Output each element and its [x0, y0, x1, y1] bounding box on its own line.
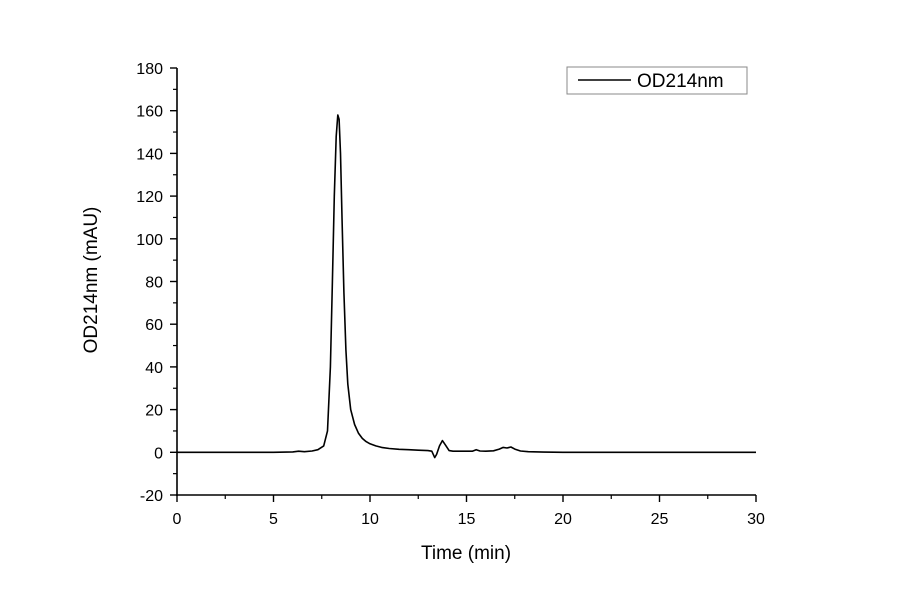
y-tick-label: 160 [136, 104, 163, 121]
x-axis-title: Time (min) [421, 543, 511, 564]
y-tick-label: 140 [136, 146, 163, 163]
y-tick-label: 100 [136, 232, 163, 249]
y-tick-label: 180 [136, 61, 163, 78]
x-axis: 0 5 10 15 20 25 30 [173, 494, 765, 528]
x-tick-label: 15 [458, 511, 476, 528]
legend-label: OD214nm [637, 71, 724, 92]
plot-area [177, 114, 756, 459]
x-tick-label: 5 [269, 511, 278, 528]
y-tick-label: 120 [136, 189, 163, 206]
y-tick-label: 40 [145, 360, 163, 377]
y-tick-label: 20 [145, 403, 163, 420]
legend: OD214nm [566, 66, 748, 95]
x-tick-label: 0 [173, 511, 182, 528]
x-tick-label: 30 [747, 511, 765, 528]
y-axis-title: OD214nm (mAU) [81, 207, 102, 354]
y-axis: -20 0 20 40 60 80 100 120 140 160 180 [136, 61, 178, 505]
y-tick-label: 80 [145, 275, 163, 292]
x-tick-label: 10 [361, 511, 379, 528]
y-tick-label: 0 [154, 445, 163, 462]
y-tick-label: -20 [140, 488, 163, 505]
series-line-od214nm [177, 114, 756, 459]
x-tick-label: 25 [651, 511, 669, 528]
y-tick-label: 60 [145, 317, 163, 334]
x-tick-label: 20 [554, 511, 572, 528]
